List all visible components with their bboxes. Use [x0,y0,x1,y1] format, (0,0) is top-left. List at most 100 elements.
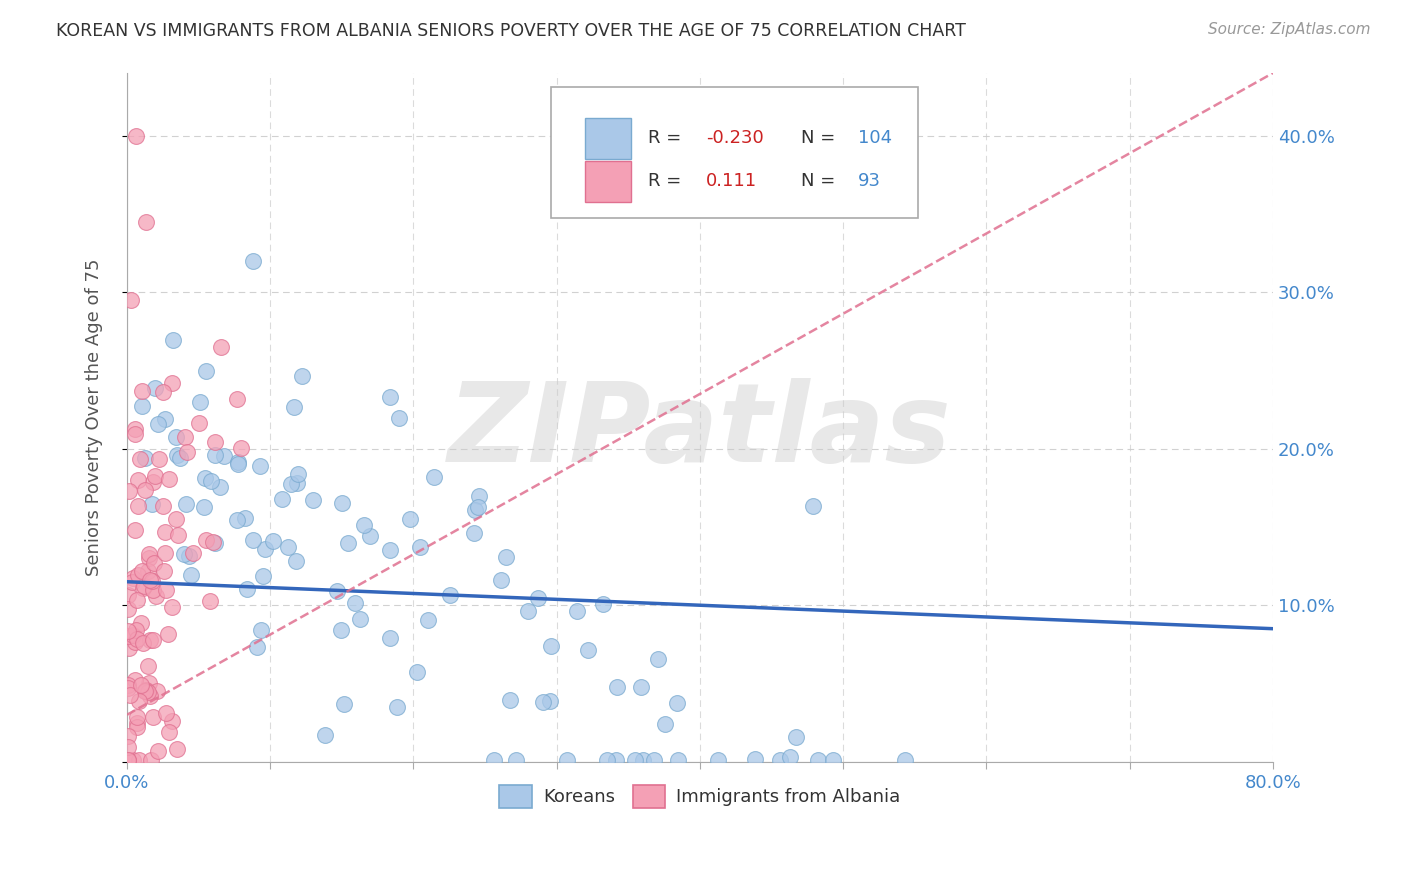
Point [148,451,170,466]
Point [117,739,139,754]
Point [132,579,155,593]
Point [134,684,156,698]
Point [180,568,202,582]
Point [124,623,146,637]
Point [138,659,160,673]
Legend: Koreans, Immigrants from Albania: Koreans, Immigrants from Albania [492,778,908,814]
Point [242,533,264,547]
Point [380,632,402,646]
Point [285,476,308,491]
Point [204,535,226,549]
Point [134,450,156,465]
Point [138,547,160,561]
Point [136,685,159,699]
Point [330,496,353,510]
Point [124,422,146,436]
Text: R =: R = [648,172,688,191]
Point [118,483,141,498]
Point [380,542,402,557]
Point [385,700,408,714]
Point [124,523,146,537]
Point [165,430,187,444]
FancyBboxPatch shape [585,118,631,159]
Point [122,570,145,584]
Point [605,753,627,767]
Point [143,381,166,395]
Point [399,512,422,526]
Point [380,390,402,404]
Point [505,753,527,767]
Point [527,591,550,605]
Point [117,753,139,767]
Point [120,293,142,307]
Point [204,434,226,449]
Point [124,634,146,648]
FancyBboxPatch shape [551,87,918,218]
Point [117,678,139,692]
Point [141,497,163,511]
Text: ZIPatlas: ZIPatlas [449,377,952,484]
Point [118,688,141,702]
Point [117,753,139,767]
Text: KOREAN VS IMMIGRANTS FROM ALBANIA SENIORS POVERTY OVER THE AGE OF 75 CORRELATION: KOREAN VS IMMIGRANTS FROM ALBANIA SENIOR… [56,22,966,40]
Point [226,457,249,471]
Point [283,401,305,415]
Point [344,596,367,610]
Point [188,395,211,409]
Point [531,694,554,708]
Point [177,549,200,564]
Point [785,730,807,744]
FancyBboxPatch shape [585,161,631,202]
Point [194,471,217,485]
Point [127,473,149,487]
Point [336,536,359,550]
Point [127,499,149,513]
Point [262,534,284,549]
Point [145,589,167,603]
Point [139,633,162,648]
Text: Source: ZipAtlas.com: Source: ZipAtlas.com [1208,22,1371,37]
Point [253,541,276,556]
Point [195,533,218,547]
Point [153,564,176,578]
Point [135,683,157,698]
Point [139,573,162,587]
Point [195,364,218,378]
Point [226,392,249,407]
Point [131,564,153,578]
Point [236,582,259,596]
Point [155,706,177,720]
Point [132,636,155,650]
Point [153,524,176,539]
Point [124,673,146,687]
Point [233,511,256,525]
Point [538,694,561,708]
Point [117,602,139,616]
Point [117,629,139,643]
Point [118,641,141,656]
Point [173,547,195,561]
Point [623,753,645,767]
Point [157,724,180,739]
Point [499,692,522,706]
Point [152,499,174,513]
Point [134,483,156,497]
Point [468,489,491,503]
Point [198,593,221,607]
Point [252,569,274,583]
Point [291,369,314,384]
Text: -0.230: -0.230 [706,129,763,147]
Point [769,753,792,767]
Point [565,604,588,618]
Point [174,430,197,444]
Point [117,588,139,602]
Point [231,441,253,455]
Point [129,678,152,692]
Point [484,753,506,767]
Point [540,639,562,653]
Point [165,511,187,525]
Point [202,535,225,549]
Point [630,680,652,694]
Point [148,417,170,432]
Point [666,753,689,767]
